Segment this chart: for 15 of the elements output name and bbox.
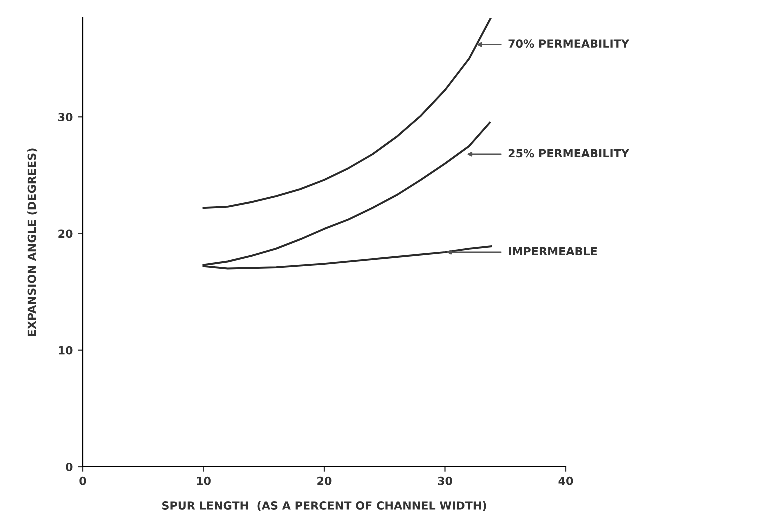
y-tick-label: 10 xyxy=(59,346,73,355)
y-axis-title: EXPANSION ANGLE (DEGREES) xyxy=(28,148,38,336)
annotation: 70% PERMEABILITY xyxy=(508,40,630,48)
y-tick-label: 30 xyxy=(58,113,73,122)
x-tick-label: 30 xyxy=(438,476,452,486)
annotation: IMPERMEABLE xyxy=(509,247,598,256)
x-tick-label: 0 xyxy=(80,476,86,486)
annotation: 25% PERMEABILITY xyxy=(508,149,630,158)
y-tick-label: 20 xyxy=(58,230,73,238)
line-series xyxy=(202,18,492,210)
x-axis-title: SPUR LENGTH (AS A PERCENT OF CHANNEL WIDTH) xyxy=(162,501,486,512)
x-tick-label: 10 xyxy=(197,476,211,486)
x-tick-label: 20 xyxy=(318,476,332,486)
x-tick-label: 40 xyxy=(558,476,574,486)
y-tick-label: 0 xyxy=(66,462,73,472)
